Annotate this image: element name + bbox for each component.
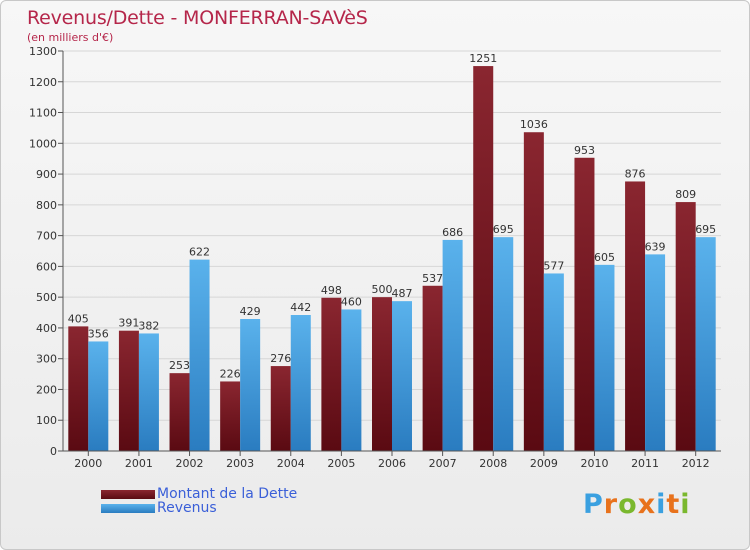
y-tick-label: 300 <box>36 353 57 366</box>
bar-label-debt: 405 <box>68 312 89 325</box>
bar-debt <box>422 285 443 451</box>
bar-label-debt: 876 <box>625 167 646 180</box>
bar-revenus <box>392 301 412 451</box>
bar-label-revenus: 487 <box>392 287 413 300</box>
bar-debt <box>169 373 190 451</box>
bar-revenus <box>138 333 159 451</box>
logo-letter: o <box>618 489 638 520</box>
logo-letter: i <box>656 489 667 520</box>
proxiti-logo: Proxiti <box>583 489 691 520</box>
y-tick-label: 900 <box>36 168 57 181</box>
legend-item-debt: Montant de la Dette <box>101 487 297 501</box>
bar-label-revenus: 686 <box>442 226 463 239</box>
bar-label-debt: 226 <box>220 367 241 380</box>
x-tick-label: 2005 <box>327 457 355 470</box>
bar-label-revenus: 577 <box>543 259 564 272</box>
bar-debt <box>68 326 89 451</box>
y-tick-label: 600 <box>36 260 57 273</box>
bar-debt <box>372 297 392 451</box>
y-tick-label: 500 <box>36 291 57 304</box>
logo-letter: P <box>583 489 604 520</box>
y-tick-label: 1200 <box>29 76 57 89</box>
bar-debt <box>675 202 696 451</box>
bar-debt <box>574 157 595 451</box>
legend-item-revenus: Revenus <box>101 501 297 515</box>
x-tick-label: 2002 <box>176 457 204 470</box>
logo-letter: x <box>637 489 657 520</box>
chart-legend: Montant de la Dette Revenus <box>101 487 297 515</box>
bar-label-debt: 537 <box>422 272 443 285</box>
bar-label-debt: 500 <box>372 283 393 296</box>
logo-letter: i <box>680 489 691 520</box>
y-tick-label: 1100 <box>29 107 57 120</box>
bar-revenus <box>290 315 311 451</box>
legend-swatch-debt <box>101 489 155 499</box>
bar-revenus <box>594 264 615 451</box>
x-tick-label: 2006 <box>378 457 406 470</box>
bar-debt <box>625 181 646 451</box>
y-tick-label: 200 <box>36 383 57 396</box>
y-tick-label: 1000 <box>29 137 57 150</box>
bar-revenus <box>240 319 261 451</box>
y-tick-label: 400 <box>36 322 57 335</box>
legend-swatch-revenus <box>101 503 155 513</box>
bar-label-revenus: 622 <box>189 246 210 259</box>
chart-subtitle: (en milliers d'€) <box>27 31 114 44</box>
bar-label-revenus: 442 <box>290 301 311 314</box>
bar-revenus <box>189 259 210 451</box>
bar-label-revenus: 460 <box>341 295 362 308</box>
bar-label-revenus: 695 <box>493 223 514 236</box>
bar-debt <box>523 132 544 451</box>
bar-label-debt: 253 <box>169 359 190 372</box>
bar-label-debt: 276 <box>270 352 291 365</box>
bar-debt <box>118 330 139 451</box>
bar-label-debt: 809 <box>675 188 696 201</box>
bar-debt <box>321 297 342 451</box>
x-tick-label: 2007 <box>429 457 457 470</box>
bar-label-debt: 1036 <box>520 118 548 131</box>
y-tick-label: 800 <box>36 199 57 212</box>
bar-revenus <box>88 341 109 451</box>
logo-letter: t <box>666 489 681 520</box>
x-tick-label: 2008 <box>479 457 507 470</box>
bar-label-debt: 498 <box>321 284 342 297</box>
bar-debt <box>220 381 241 451</box>
x-tick-label: 2004 <box>277 457 305 470</box>
logo-letter: r <box>603 489 619 520</box>
x-tick-label: 2003 <box>226 457 254 470</box>
y-tick-label: 100 <box>36 414 57 427</box>
bar-revenus <box>695 237 716 451</box>
bar-revenus <box>341 309 362 451</box>
bar-label-revenus: 429 <box>240 305 261 318</box>
bar-revenus <box>442 239 463 451</box>
y-tick-label: 700 <box>36 230 57 243</box>
bar-label-debt: 953 <box>574 144 595 157</box>
legend-label-debt: Montant de la Dette <box>157 486 298 502</box>
x-tick-label: 2001 <box>125 457 153 470</box>
x-tick-label: 2000 <box>74 457 102 470</box>
bar-label-revenus: 639 <box>645 240 666 253</box>
bar-label-debt: 1251 <box>469 52 497 65</box>
bar-revenus <box>645 254 666 451</box>
bar-label-debt: 391 <box>118 317 139 330</box>
bar-label-revenus: 695 <box>695 223 716 236</box>
bar-debt <box>473 66 494 452</box>
bar-revenus <box>493 237 514 451</box>
x-tick-label: 2010 <box>580 457 608 470</box>
x-tick-label: 2011 <box>631 457 659 470</box>
chart-title: Revenus/Dette - MONFERRAN-SAVèS <box>27 7 368 29</box>
bar-label-revenus: 382 <box>138 319 159 332</box>
x-tick-label: 2009 <box>530 457 558 470</box>
bar-label-revenus: 356 <box>88 327 109 340</box>
y-tick-label: 1300 <box>29 45 57 58</box>
x-tick-label: 2012 <box>682 457 710 470</box>
bar-revenus <box>543 273 564 451</box>
y-tick-label: 0 <box>50 445 57 458</box>
legend-label-revenus: Revenus <box>157 500 217 516</box>
bar-label-revenus: 605 <box>594 251 615 264</box>
bar-debt <box>270 366 291 451</box>
